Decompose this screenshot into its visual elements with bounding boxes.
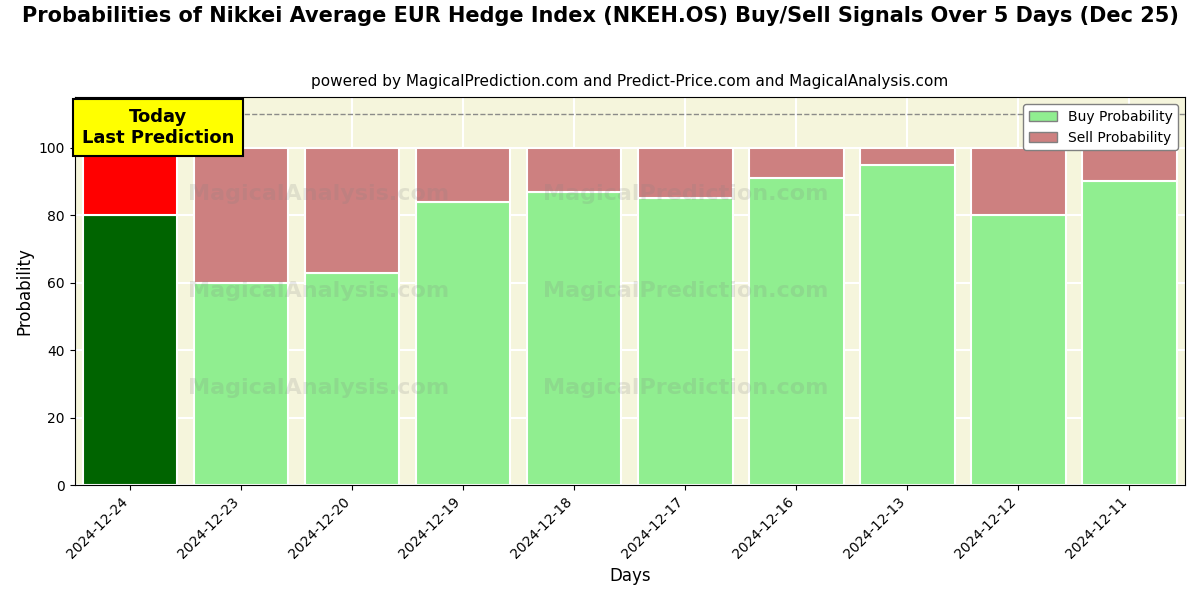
X-axis label: Days: Days (610, 567, 650, 585)
Text: MagicalAnalysis.com: MagicalAnalysis.com (188, 378, 450, 398)
Y-axis label: Probability: Probability (16, 247, 34, 335)
Title: powered by MagicalPrediction.com and Predict-Price.com and MagicalAnalysis.com: powered by MagicalPrediction.com and Pre… (311, 74, 948, 89)
Bar (305, 272, 400, 485)
Bar (416, 148, 510, 202)
Bar (749, 178, 844, 485)
Bar (971, 148, 1066, 215)
Bar (638, 199, 732, 485)
Text: MagicalPrediction.com: MagicalPrediction.com (542, 378, 828, 398)
Bar (527, 148, 622, 191)
Bar (527, 191, 622, 485)
Bar (83, 215, 178, 485)
Bar (194, 283, 288, 485)
Bar (1082, 181, 1177, 485)
Bar (83, 148, 178, 215)
Text: MagicalAnalysis.com: MagicalAnalysis.com (188, 281, 450, 301)
Bar (416, 202, 510, 485)
Text: MagicalAnalysis.com: MagicalAnalysis.com (188, 184, 450, 204)
Bar (305, 148, 400, 272)
Bar (860, 148, 955, 164)
Text: Today
Last Prediction: Today Last Prediction (82, 108, 234, 147)
Text: MagicalPrediction.com: MagicalPrediction.com (542, 281, 828, 301)
Text: MagicalPrediction.com: MagicalPrediction.com (542, 184, 828, 204)
Bar (971, 215, 1066, 485)
Bar (638, 148, 732, 199)
Text: Probabilities of Nikkei Average EUR Hedge Index (NKEH.OS) Buy/Sell Signals Over : Probabilities of Nikkei Average EUR Hedg… (22, 6, 1178, 26)
Bar (860, 164, 955, 485)
Legend: Buy Probability, Sell Probability: Buy Probability, Sell Probability (1024, 104, 1178, 150)
Bar (1082, 148, 1177, 181)
Bar (749, 148, 844, 178)
Bar (194, 148, 288, 283)
